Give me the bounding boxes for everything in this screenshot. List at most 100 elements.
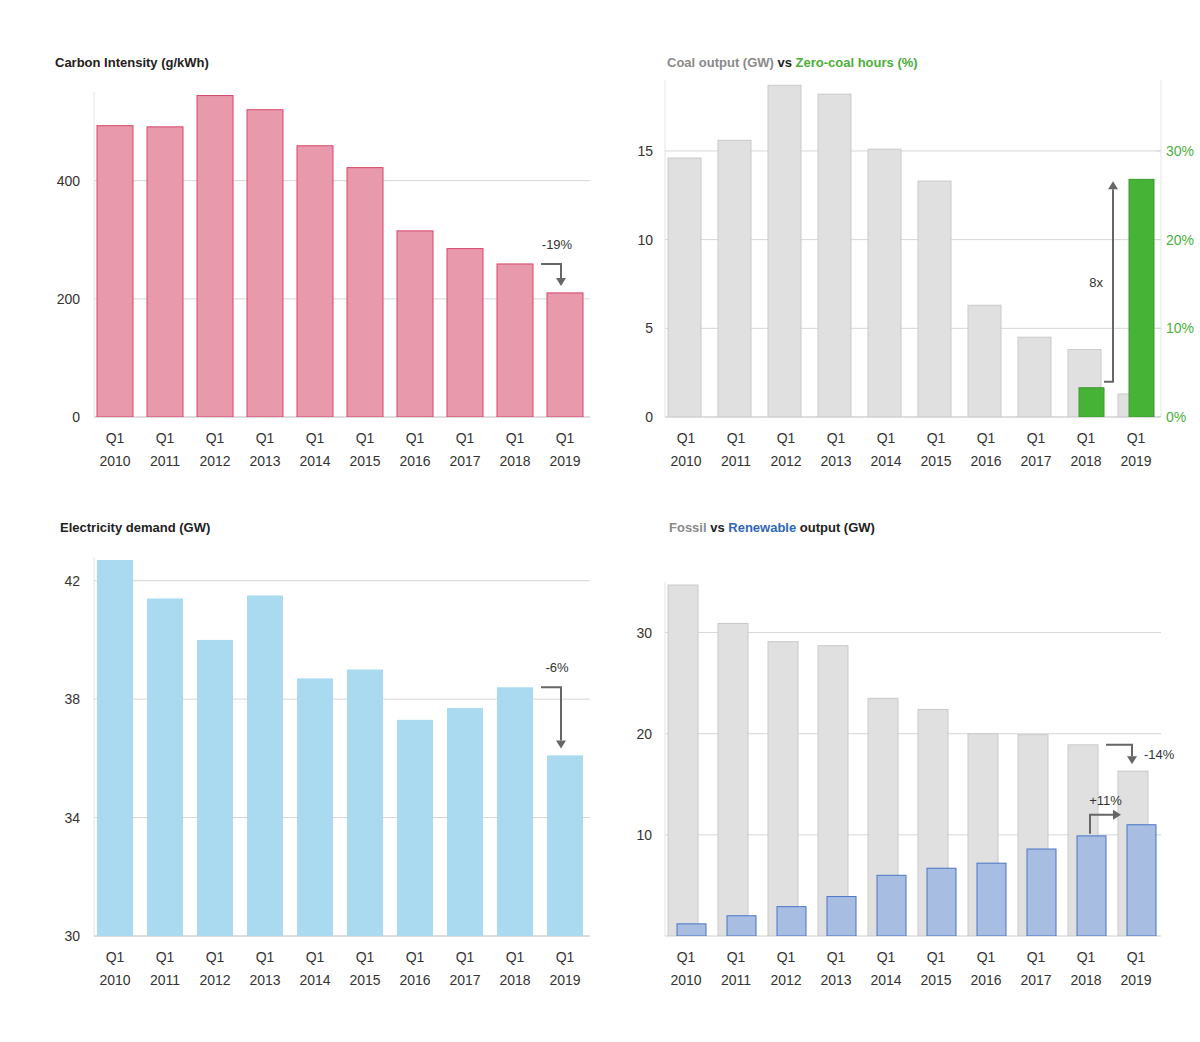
annotation-arrow xyxy=(1106,745,1132,756)
x-tick-line: 2014 xyxy=(299,453,330,469)
bar xyxy=(347,168,383,417)
arrow-head xyxy=(1127,756,1137,764)
x-tick-line: 2012 xyxy=(770,453,801,469)
x-tick-line: Q1 xyxy=(827,949,846,965)
x-tick-label: Q12015 xyxy=(920,949,951,988)
x-tick-line: Q1 xyxy=(777,949,796,965)
x-tick-line: Q1 xyxy=(1127,430,1146,446)
arrow-head xyxy=(1113,810,1121,820)
x-tick-line: Q1 xyxy=(156,949,175,965)
x-tick-label: Q12019 xyxy=(549,430,580,469)
x-tick-label: Q12019 xyxy=(549,949,580,988)
y-axis-line xyxy=(665,80,666,417)
bar xyxy=(1129,179,1154,417)
y-tick-label: 10 xyxy=(637,232,653,248)
y-axis-line xyxy=(94,92,95,417)
chart: Electricity demand (GW)30343842Q12010Q12… xyxy=(60,520,590,988)
bar xyxy=(779,417,804,418)
y2-tick xyxy=(1156,150,1161,151)
title-part: Zero-coal hours (%) xyxy=(796,55,918,70)
bar xyxy=(397,720,433,936)
bar xyxy=(497,687,533,936)
y-tick-label: 0 xyxy=(645,409,653,425)
x-tick-line: 2018 xyxy=(1070,972,1101,988)
y2-tick-label: 20% xyxy=(1166,232,1194,248)
y-tick-label: 20 xyxy=(636,726,652,742)
bar xyxy=(447,249,483,417)
bar xyxy=(718,623,748,936)
title-part: Fossil xyxy=(669,520,707,535)
x-tick-label: Q12017 xyxy=(1020,949,1051,988)
y-tick-label: 30 xyxy=(64,928,80,944)
x-tick-line: Q1 xyxy=(106,949,125,965)
annotation-text: -19% xyxy=(542,237,573,252)
y-tick-label: 400 xyxy=(57,173,81,189)
bar xyxy=(497,264,533,417)
bar xyxy=(297,146,333,417)
annotation-arrow xyxy=(541,687,561,740)
x-tick-line: 2018 xyxy=(1070,453,1101,469)
bar xyxy=(777,907,806,936)
title-part: Electricity demand (GW) xyxy=(60,520,210,535)
y-tick-label: 34 xyxy=(64,810,80,826)
x-tick-label: Q12018 xyxy=(499,430,530,469)
x-tick-line: Q1 xyxy=(727,430,746,446)
y2-tick-label: 30% xyxy=(1166,143,1194,159)
annotation: -19% xyxy=(541,237,573,286)
x-tick-line: Q1 xyxy=(256,949,275,965)
x-tick-line: 2011 xyxy=(150,972,180,988)
x-tick-line: 2019 xyxy=(1120,972,1151,988)
x-tick-line: Q1 xyxy=(1077,949,1096,965)
x-tick-line: Q1 xyxy=(927,430,946,446)
x-tick-label: Q12013 xyxy=(249,949,280,988)
grid-line xyxy=(94,580,590,581)
bar xyxy=(147,598,183,936)
x-tick-line: Q1 xyxy=(977,430,996,446)
bar xyxy=(247,595,283,936)
bar xyxy=(547,755,583,936)
y-tick-label: 38 xyxy=(64,691,80,707)
x-tick-line: Q1 xyxy=(406,430,425,446)
x-tick-label: Q12013 xyxy=(820,949,851,988)
title-part: Carbon Intensity (g/kWh) xyxy=(55,55,209,70)
x-tick-line: 2015 xyxy=(349,453,380,469)
x-tick-line: Q1 xyxy=(306,949,325,965)
x-tick-line: 2016 xyxy=(970,972,1001,988)
x-tick-line: Q1 xyxy=(777,430,796,446)
x-tick-label: Q1 2011 xyxy=(150,949,180,988)
y2-axis-line xyxy=(1161,80,1162,417)
x-tick-line: 2016 xyxy=(970,453,1001,469)
x-tick-line: 2014 xyxy=(870,453,901,469)
bar xyxy=(877,875,906,936)
x-tick-line: 2017 xyxy=(449,972,480,988)
bar xyxy=(929,417,954,418)
bar xyxy=(729,417,754,418)
y2-tick xyxy=(1156,328,1161,329)
x-tick-line: Q1 xyxy=(456,949,475,965)
x-tick-line: 2012 xyxy=(199,453,230,469)
annotation: -14% xyxy=(1106,745,1175,764)
bar xyxy=(1079,388,1104,417)
bar xyxy=(147,127,183,417)
x-tick-line: 2013 xyxy=(249,453,280,469)
x-tick-label: Q12011 xyxy=(721,430,751,469)
x-tick-line: 2016 xyxy=(399,972,430,988)
x-tick-label: Q12019 xyxy=(1120,430,1151,469)
arrow-head xyxy=(556,740,566,748)
bar xyxy=(447,708,483,936)
x-tick-label: Q12014 xyxy=(299,949,330,988)
x-tick-line: 2012 xyxy=(199,972,230,988)
bar xyxy=(668,585,698,936)
x-tick-line: Q1 xyxy=(356,430,375,446)
annotation-text: +11% xyxy=(1089,793,1122,808)
y-axis-line xyxy=(665,582,666,936)
x-tick-label: Q12010 xyxy=(670,949,701,988)
title-part: vs xyxy=(774,55,796,70)
bar xyxy=(1127,825,1156,936)
bar xyxy=(768,642,798,936)
bar xyxy=(879,417,904,418)
bar xyxy=(927,868,956,936)
x-tick-label: Q12016 xyxy=(399,949,430,988)
bar xyxy=(977,863,1006,936)
x-tick-line: Q1 xyxy=(1027,430,1046,446)
